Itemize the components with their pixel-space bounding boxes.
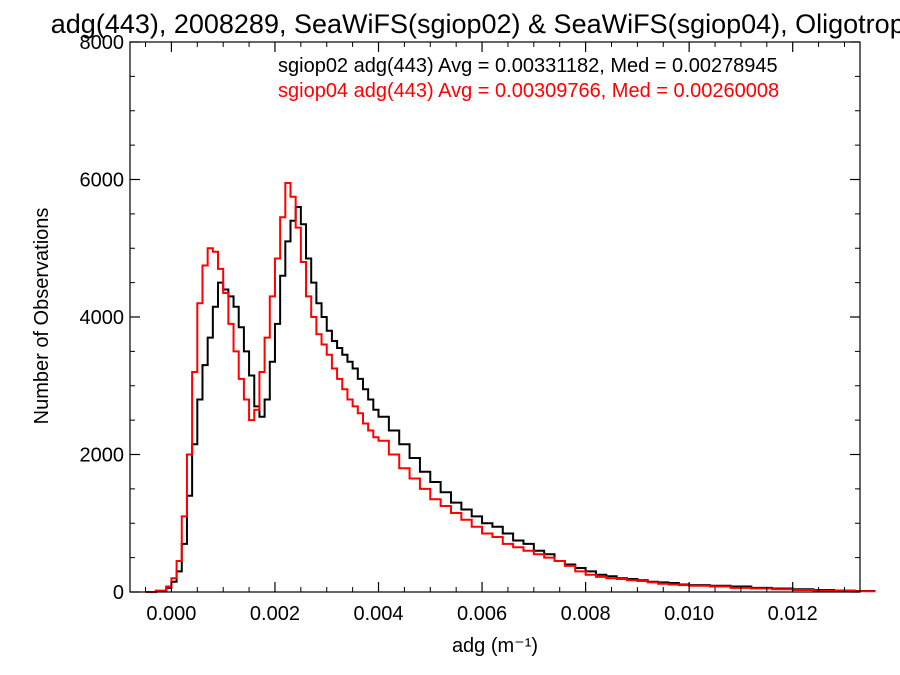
chart-title: adg(443), 2008289, SeaWiFS(sgiop02) & Se… bbox=[51, 9, 900, 39]
y-axis: 0 2000 4000 6000 8000 bbox=[80, 32, 860, 604]
x-axis: 0.000 0.002 0.004 0.006 0.008 0.010 0.012 bbox=[145, 42, 845, 625]
legend-entry-sgiop04: sgiop04 adg(443) Avg = 0.00309766, Med =… bbox=[278, 80, 779, 102]
legend: sgiop02 adg(443) Avg = 0.00331182, Med =… bbox=[278, 55, 779, 102]
y-tick-label: 0 bbox=[113, 582, 124, 604]
legend-entry-sgiop02: sgiop02 adg(443) Avg = 0.00331182, Med =… bbox=[278, 55, 778, 77]
x-tick-label: 0.008 bbox=[561, 603, 611, 625]
y-tick-label: 2000 bbox=[80, 445, 125, 467]
series-layer bbox=[145, 181, 876, 593]
x-tick-label: 0.010 bbox=[664, 603, 714, 625]
y-axis-label: Number of Observations bbox=[31, 208, 53, 425]
x-tick-label: 0.012 bbox=[768, 603, 818, 625]
y-tick-label: 4000 bbox=[80, 307, 125, 329]
x-tick-label: 0.000 bbox=[146, 603, 196, 625]
x-tick-label: 0.006 bbox=[457, 603, 507, 625]
x-tick-label: 0.004 bbox=[353, 603, 403, 625]
x-axis-label: adg (m⁻¹) bbox=[452, 635, 538, 657]
y-tick-label: 8000 bbox=[80, 32, 125, 54]
x-tick-label: 0.002 bbox=[250, 603, 300, 625]
y-tick-label: 6000 bbox=[80, 170, 125, 192]
series-line-sgiop04 bbox=[145, 181, 876, 593]
